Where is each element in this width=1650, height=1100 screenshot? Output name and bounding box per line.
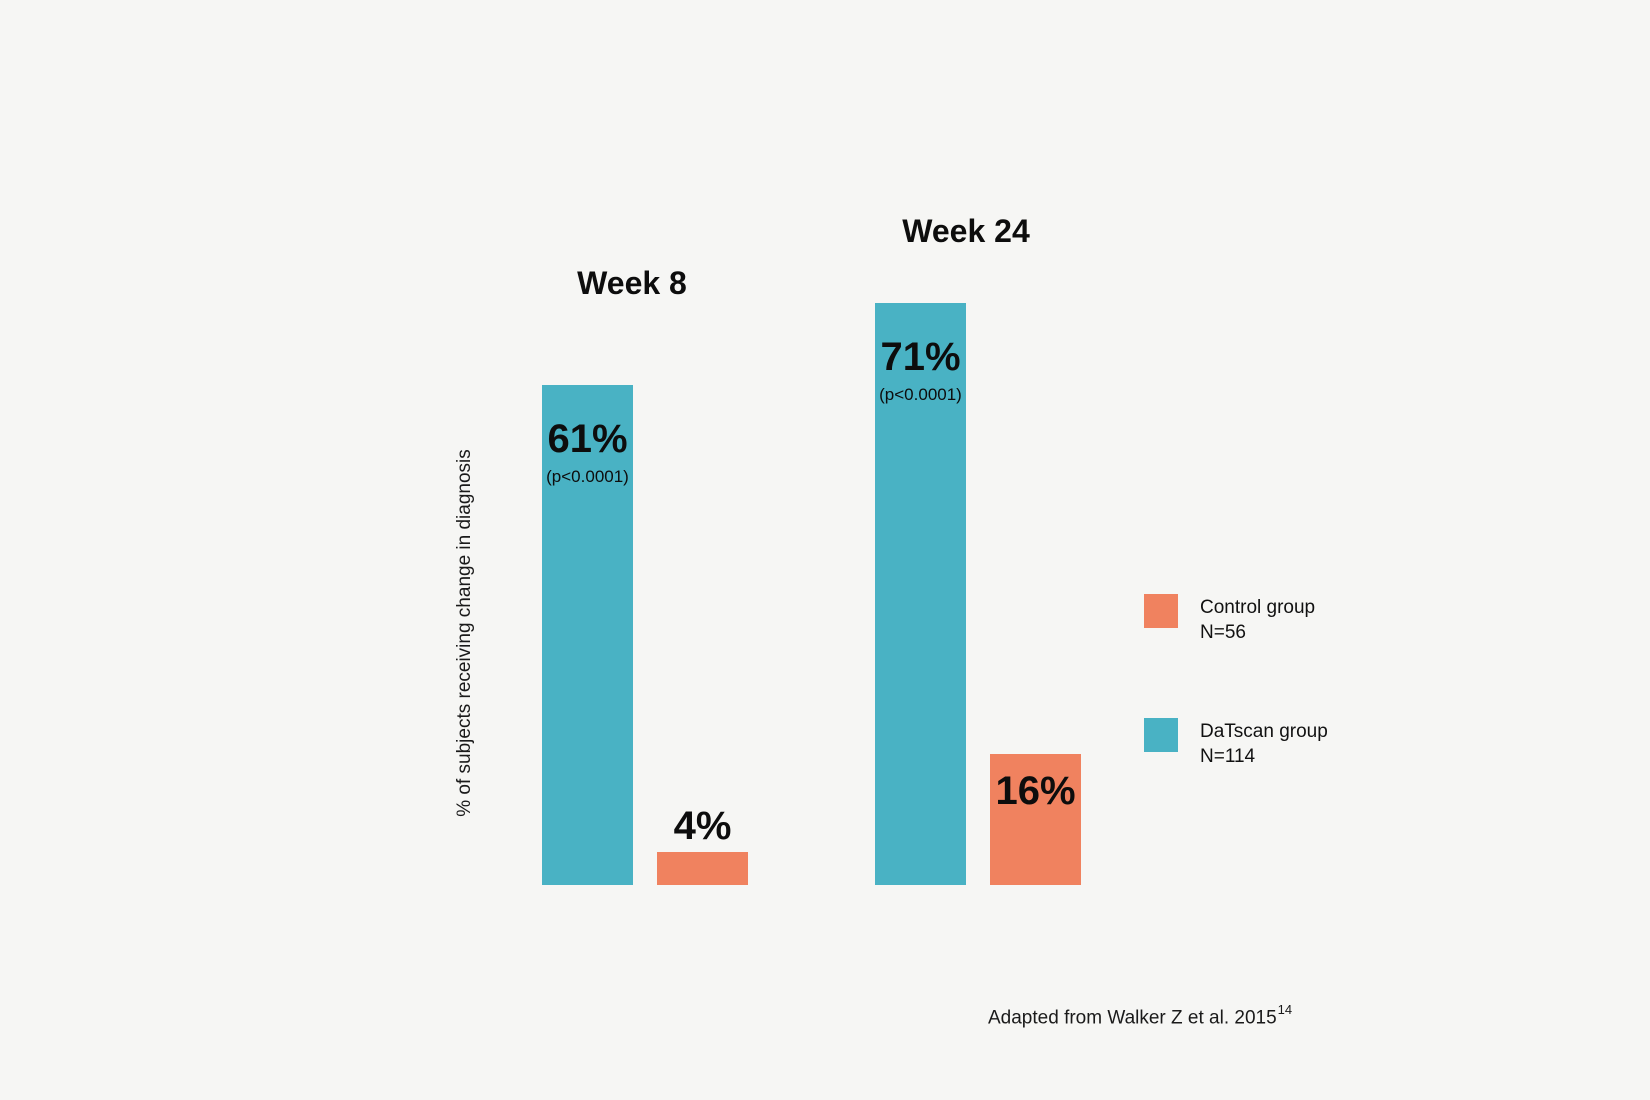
bar-datscan-week24: 71% (p<0.0001) <box>875 303 966 885</box>
legend-item-control-group: Control group N=56 <box>1144 594 1315 645</box>
bar-value-label: 4% <box>673 804 732 848</box>
bar-value-label: 71% <box>880 335 961 379</box>
bar-pvalue-note: (p<0.0001) <box>546 467 629 486</box>
legend-label-control: Control group <box>1200 597 1316 618</box>
bar-control-week8 <box>657 852 748 885</box>
group-title-week24: Week 24 <box>902 213 1030 249</box>
bar-pvalue-note: (p<0.0001) <box>879 385 962 404</box>
legend-label-datscan: DaTscan group <box>1200 721 1328 742</box>
control-group-swatch <box>1144 594 1178 628</box>
legend-text: DaTscan group N=114 <box>1200 718 1328 769</box>
citation-superscript: 14 <box>1277 1002 1293 1017</box>
datscan-group-swatch <box>1144 718 1178 752</box>
legend-text: Control group N=56 <box>1200 594 1315 645</box>
legend-item-datscan-group: DaTscan group N=114 <box>1144 718 1328 769</box>
footer-citation: Adapted from Walker Z et al. 201514 <box>988 1002 1293 1029</box>
legend-n-datscan: N=114 <box>1200 746 1256 767</box>
group-title-week8: Week 8 <box>577 265 687 301</box>
citation-text: Adapted from Walker Z et al. 2015 <box>988 1007 1277 1029</box>
bar-value-label: 61% <box>547 417 628 461</box>
legend-n-control: N=56 <box>1200 622 1246 643</box>
bar-value-label: 16% <box>995 769 1076 813</box>
bar-datscan-week8: 61% (p<0.0001) <box>542 385 633 885</box>
bar-control-week24: 16% <box>990 754 1081 885</box>
